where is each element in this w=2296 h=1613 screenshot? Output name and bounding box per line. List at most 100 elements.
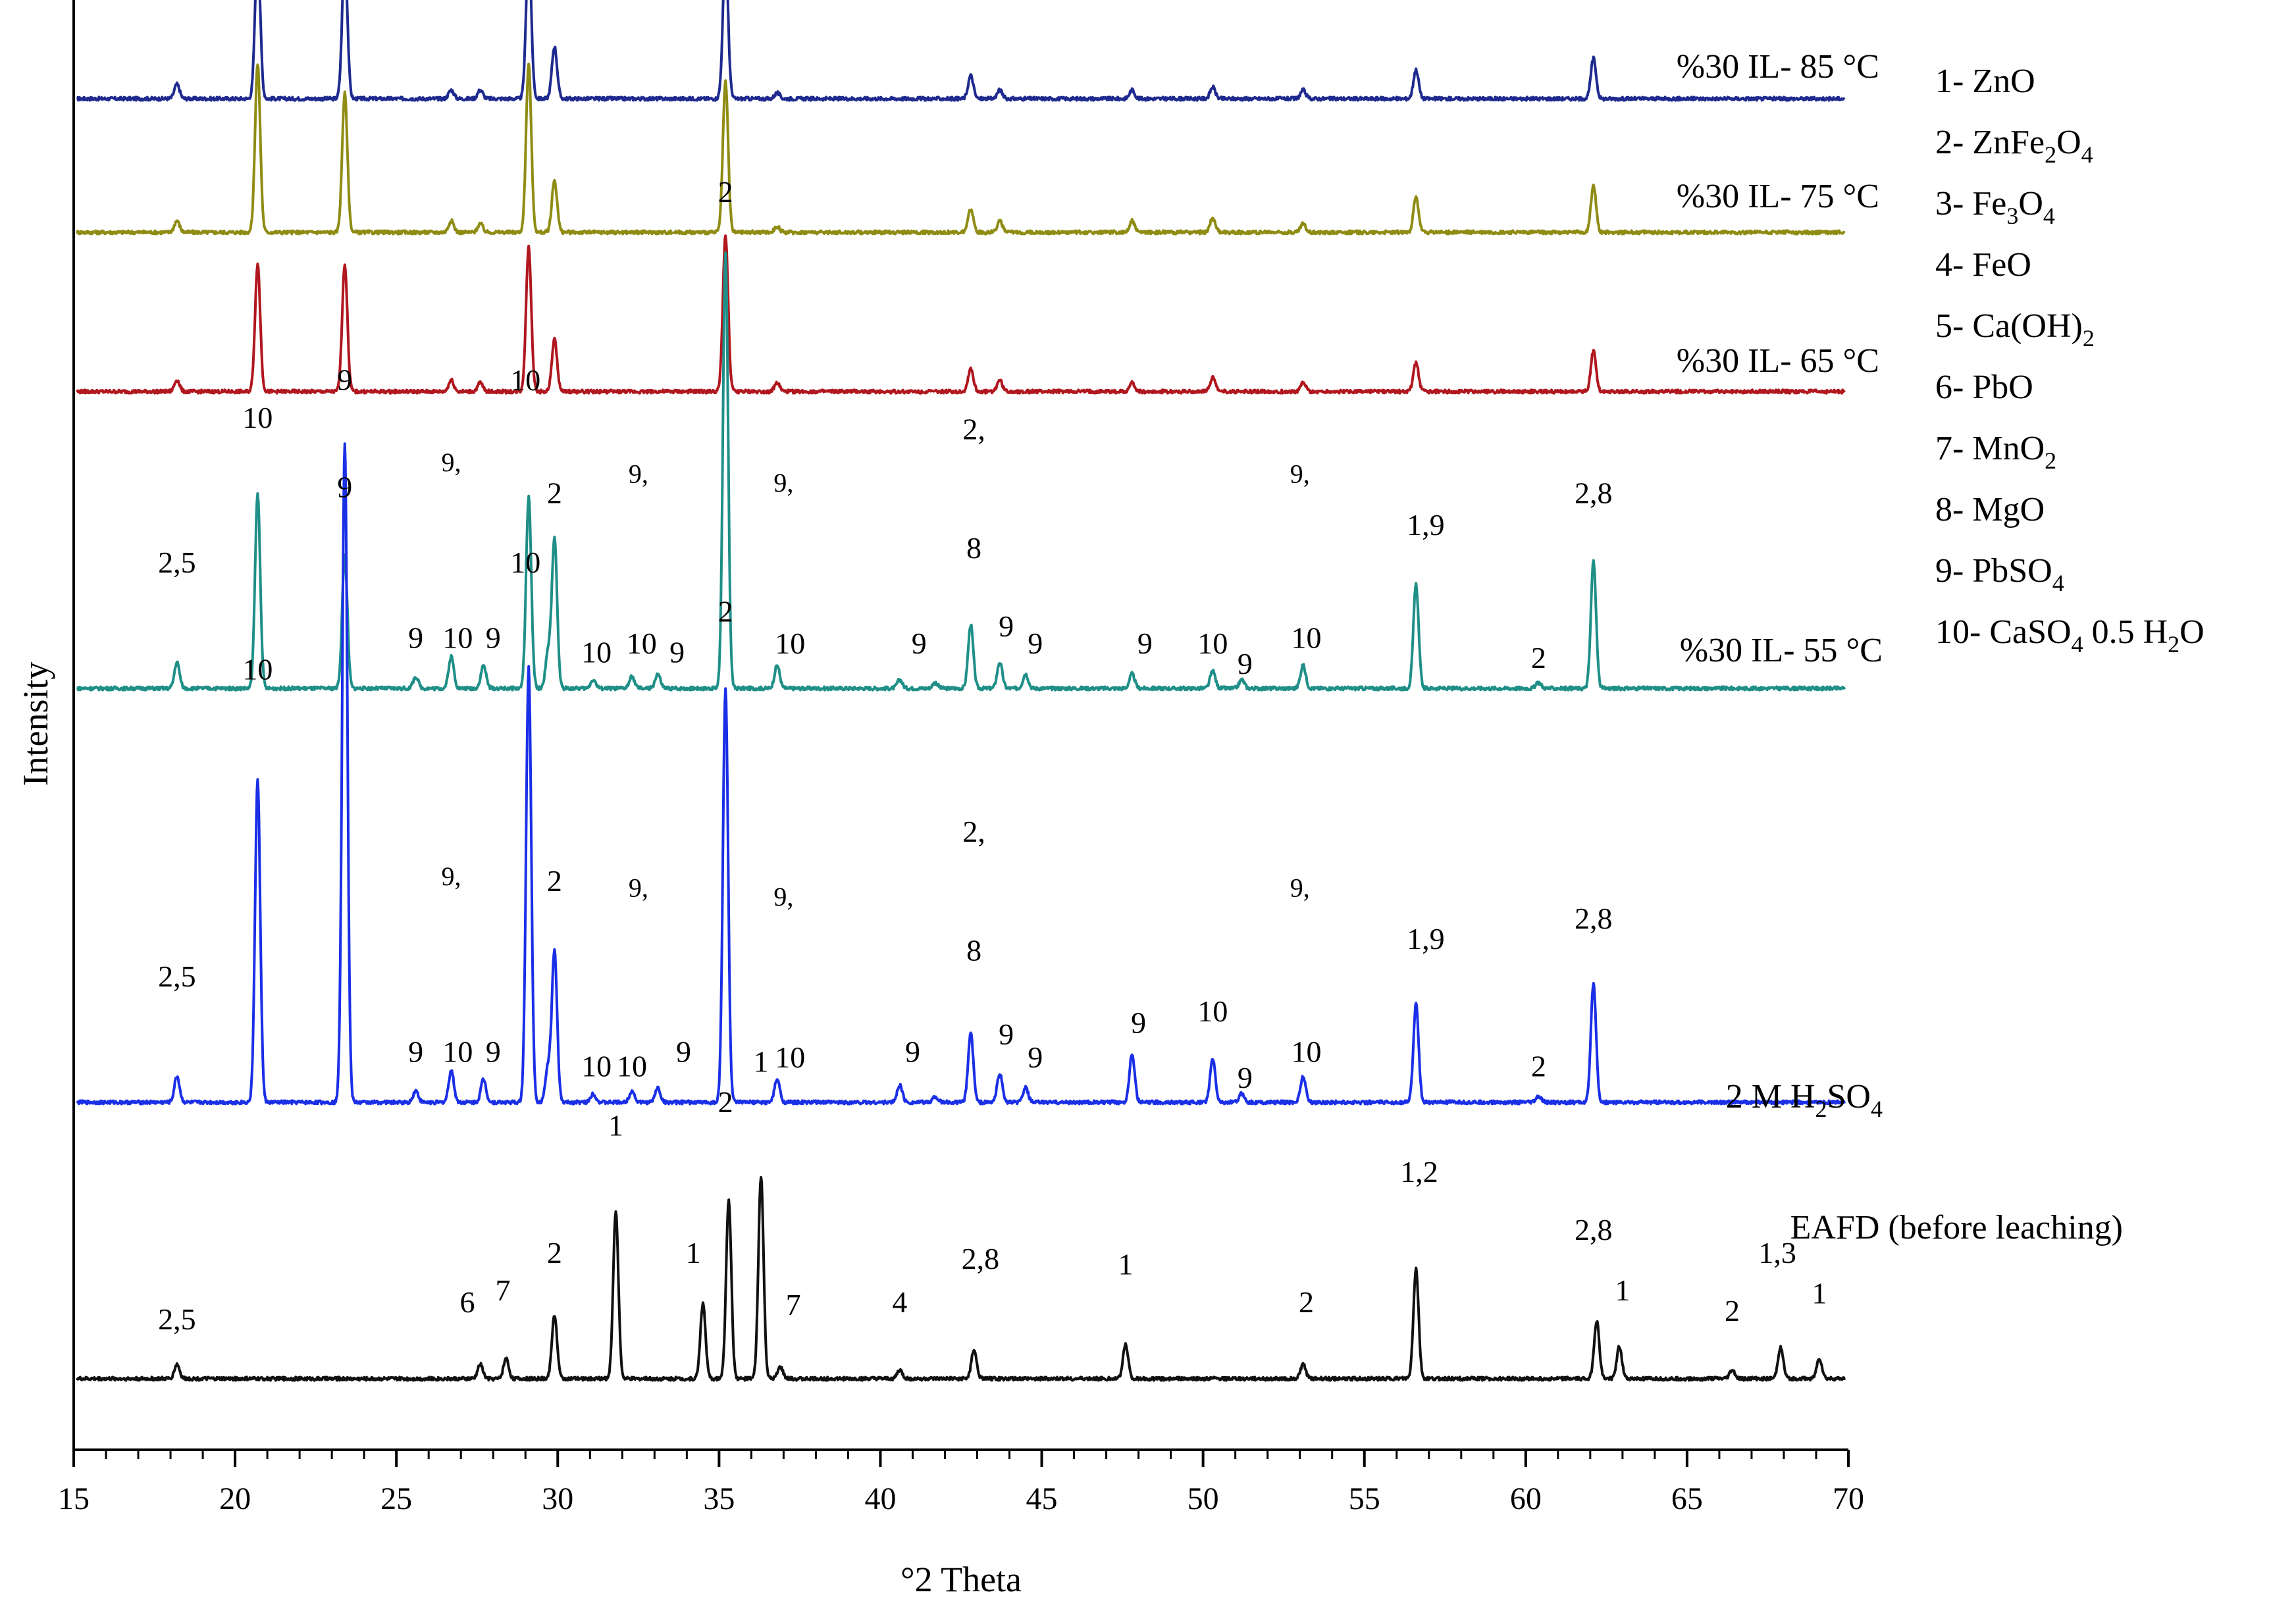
peak-label: 9, xyxy=(629,459,648,489)
x-tick-label: 25 xyxy=(380,1481,412,1516)
peak-label: 10 xyxy=(242,653,273,686)
axes xyxy=(72,0,1848,1451)
peak-label: 2, xyxy=(962,815,985,848)
legend-item: 4- FeO xyxy=(1935,246,2031,284)
peak-label: 9, xyxy=(1290,459,1310,489)
peak-label: 8 xyxy=(966,933,981,967)
x-tick-label: 50 xyxy=(1187,1481,1219,1516)
peak-label: 9, xyxy=(442,861,461,891)
peak-label: 2 xyxy=(1299,1285,1314,1319)
x-axis-title: °2 Theta xyxy=(900,1560,1022,1599)
legend-item: 5- Ca(OH)2 xyxy=(1935,307,2095,351)
x-tick-label: 30 xyxy=(542,1481,573,1516)
y-axis-title: Intensity xyxy=(16,662,55,786)
peak-label: 2,8 xyxy=(962,1242,1000,1275)
peak-label: 2 xyxy=(718,1085,733,1119)
peak-label: 1,9 xyxy=(1407,922,1445,956)
peak-label: 9 xyxy=(486,1035,501,1068)
x-tick-label: 60 xyxy=(1510,1481,1542,1516)
peak-label: 10 xyxy=(581,635,612,669)
peak-label: 2,5 xyxy=(158,546,196,579)
peak-label: 9 xyxy=(1238,1061,1253,1094)
x-tick-label: 45 xyxy=(1026,1481,1058,1516)
series-labels: %30 IL- 85 °C %30 IL- 75 °C %30 IL- 65 °C%… xyxy=(1677,48,2123,1246)
peak-label: 9 xyxy=(486,621,501,654)
peak-label: 7 xyxy=(495,1273,510,1307)
peak-label: 9, xyxy=(1290,873,1310,903)
peak-label: 10 xyxy=(1197,994,1228,1028)
peak-label: 2,8 xyxy=(1575,476,1613,509)
peak-label: 9 xyxy=(912,627,927,660)
series-name-label: %30 IL- 65 °C xyxy=(1677,342,1879,380)
series-line xyxy=(76,442,1846,1106)
peak-label: 1 xyxy=(1615,1273,1630,1307)
legend-item: 1- ZnO xyxy=(1935,63,2035,100)
peak-label: 1 xyxy=(608,1108,623,1142)
legend-item: 7- MnO2 xyxy=(1935,430,2056,474)
series-name-label: 2 M H2SO4 xyxy=(1726,1078,1883,1122)
peak-label: 1,9 xyxy=(1407,508,1445,542)
peak-label: 2 xyxy=(1725,1294,1740,1327)
series-name-label: %30 IL- 75 °C xyxy=(1677,178,1879,215)
peak-label: 9 xyxy=(1238,647,1253,680)
peak-label: 10 xyxy=(775,1040,805,1074)
series-name-label: %30 IL- 55 °C xyxy=(1680,632,1883,669)
x-tick-label: 20 xyxy=(219,1481,251,1516)
x-tick-label: 35 xyxy=(703,1481,735,1516)
peak-label: 9 xyxy=(905,1035,920,1068)
peak-label: 2 xyxy=(718,595,733,628)
peak-label: 2 xyxy=(1531,1049,1546,1083)
peak-label: 2,5 xyxy=(158,960,196,993)
peak-label: 10 xyxy=(627,627,657,660)
peak-label: 9 xyxy=(1028,1040,1043,1074)
x-ticks: 15 20 25 30 35 40 45 50 55 60 65 70 xyxy=(58,1450,1864,1516)
peak-label: 10 xyxy=(442,1035,473,1068)
series-line xyxy=(76,234,1846,395)
peak-label: 1,3 xyxy=(1758,1236,1796,1269)
peak-label: 4 xyxy=(892,1285,907,1319)
peak-label: 9 xyxy=(408,621,423,654)
peak-label: 2,8 xyxy=(1575,1213,1613,1246)
peak-label: 2, xyxy=(962,413,985,446)
legend-item: 8- MgO xyxy=(1935,491,2045,528)
legend-item: 9- PbSO4 xyxy=(1935,552,2064,596)
peak-label: 1 xyxy=(754,1045,769,1079)
peak-label: 10 xyxy=(775,627,805,660)
series-name-label: %30 IL- 85 °C xyxy=(1677,48,1879,86)
series-name-label: EAFD (before leaching) xyxy=(1790,1209,2123,1246)
peak-label: 8 xyxy=(966,531,981,565)
series-line xyxy=(76,0,1846,102)
peak-label: 2 xyxy=(718,175,733,209)
peak-label: 1 xyxy=(1812,1277,1827,1310)
x-tick-label: 55 xyxy=(1349,1481,1380,1516)
peak-label: 9 xyxy=(1131,1006,1146,1039)
peak-label: 9 xyxy=(1137,627,1153,660)
peak-label: 1 xyxy=(1118,1248,1133,1281)
peak-label: 2 xyxy=(1531,641,1546,675)
series-layer xyxy=(75,0,1846,1382)
x-tick-label: 15 xyxy=(58,1481,90,1516)
peak-label: 9, xyxy=(442,448,461,477)
peak-label: 10 xyxy=(581,1049,612,1083)
peak-label: 10 xyxy=(1291,1035,1321,1068)
legend-item: 2- ZnFe2O4 xyxy=(1935,124,2093,168)
peak-label: 9, xyxy=(773,468,793,498)
x-tick-label: 40 xyxy=(864,1481,896,1516)
peak-label: 10 xyxy=(510,363,540,397)
legend-item: 3- Fe3O4 xyxy=(1935,185,2055,229)
x-tick-label: 65 xyxy=(1671,1481,1703,1516)
peak-label: 9 xyxy=(1028,627,1043,660)
peak-label: 6 xyxy=(460,1285,475,1319)
peak-label: 7 xyxy=(786,1288,801,1321)
peak-label: 9, xyxy=(629,873,648,903)
peak-label: 1,2 xyxy=(1400,1155,1438,1189)
peak-label: 2 xyxy=(547,1236,562,1269)
peak-label: 2 xyxy=(547,476,562,509)
peak-label: 10 xyxy=(442,621,473,654)
peak-label: 10 xyxy=(1197,627,1228,660)
peak-label: 9 xyxy=(337,471,352,504)
peak-label: 2,5 xyxy=(158,1302,196,1336)
series-line xyxy=(76,251,1846,692)
peak-label: 10 xyxy=(510,546,540,579)
